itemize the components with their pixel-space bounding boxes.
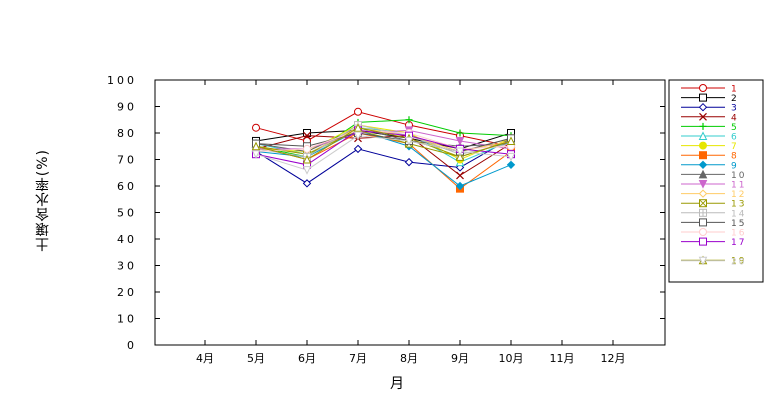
- y-tick-label: 10: [117, 313, 137, 326]
- legend-marker-12: [698, 189, 708, 198]
- legend-label-8: 8: [731, 152, 739, 162]
- legend-label-17: 17: [731, 238, 746, 248]
- y-tick-label: 30: [117, 260, 137, 273]
- legend-marker-13: [699, 199, 707, 208]
- point-series-19: [455, 152, 465, 161]
- y-axis-label-box: 土壌含水率(%): [26, 140, 60, 260]
- series-line-10: [255, 127, 512, 153]
- x-tick-label: 5月: [247, 352, 265, 365]
- y-tick-label: 40: [117, 233, 137, 246]
- point-series-20: [455, 147, 465, 157]
- point-series-3: [404, 157, 414, 167]
- legend-label-6: 6: [731, 133, 739, 143]
- legend-marker-16: [699, 228, 707, 236]
- x-tick-label: 7月: [349, 352, 367, 365]
- legend-label-14: 14: [731, 209, 746, 219]
- legend-marker-5: [699, 122, 707, 130]
- y-tick-label: 0: [127, 339, 137, 352]
- point-series-20: [404, 136, 414, 146]
- x-tick-label: 6月: [298, 352, 316, 365]
- y-tick-label: 50: [117, 207, 137, 220]
- legend-label-13: 13: [731, 200, 746, 210]
- legend-label-7: 7: [731, 142, 739, 152]
- y-tick-label: 90: [117, 101, 137, 114]
- legend-label-3: 3: [731, 104, 739, 114]
- point-series-11: [455, 136, 465, 146]
- legend-label-9: 9: [731, 161, 739, 171]
- legend-marker-7: [699, 141, 707, 150]
- point-series-3: [353, 144, 363, 154]
- legend-label-4: 4: [731, 113, 739, 123]
- legend-label-2: 2: [731, 94, 739, 104]
- point-series-16: [303, 144, 311, 153]
- legend-marker-1: [699, 84, 707, 92]
- point-series-5: [456, 129, 464, 137]
- legend-marker-6: [698, 131, 708, 140]
- legend-marker-11: [698, 180, 708, 189]
- legend-marker-2: [699, 93, 707, 102]
- point-series-2: [303, 129, 311, 137]
- y-tick-label: 20: [117, 286, 137, 299]
- legend-marker-9: [698, 160, 708, 170]
- point-series-3: [302, 179, 312, 188]
- legend-marker-8: [699, 151, 707, 160]
- point-series-19: [302, 154, 312, 164]
- point-series-9: [455, 181, 465, 191]
- x-tick-label: 12月: [601, 352, 626, 365]
- point-series-1: [354, 107, 362, 116]
- x-tick-label: 10月: [499, 352, 524, 365]
- legend-marker-4: [699, 112, 707, 121]
- point-series-19: [353, 123, 363, 132]
- legend-marker-10: [698, 169, 708, 179]
- x-tick-label: 11月: [550, 352, 575, 365]
- x-tick-label: 8月: [400, 352, 418, 365]
- y-tick-label: 80: [117, 127, 137, 140]
- series-line-3: [255, 137, 512, 184]
- legend-marker-3: [698, 102, 708, 112]
- series-line-19: [255, 127, 512, 161]
- point-series-19: [506, 136, 516, 145]
- point-series-20: [506, 152, 516, 162]
- legend-label-12: 12: [731, 190, 746, 200]
- legend-label-1: 1: [731, 85, 739, 95]
- y-tick-label: 100: [107, 74, 137, 87]
- series-line-1: [255, 111, 512, 147]
- series-line-16: [255, 129, 512, 153]
- y-tick-label: 60: [117, 180, 137, 193]
- x-tick-label: 4月: [196, 352, 214, 365]
- series-line-20: [255, 135, 512, 171]
- point-series-5: [405, 116, 413, 124]
- legend-label-10: 10: [731, 171, 746, 181]
- point-series-1: [252, 123, 260, 132]
- x-tick-label: 9月: [451, 352, 469, 365]
- x-axis-label: 月: [390, 376, 404, 392]
- legend-label-11: 11: [731, 181, 746, 191]
- legend-label-16: 16: [731, 229, 746, 239]
- legend-frame: [668, 79, 764, 283]
- legend-label-19: 19: [731, 257, 746, 267]
- point-series-4: [303, 131, 311, 140]
- legend-marker-17: [699, 237, 707, 246]
- series-line-7: [255, 124, 512, 161]
- legend-marker-14: [699, 208, 707, 217]
- point-series-9: [506, 160, 516, 170]
- y-tick-label: 70: [117, 154, 137, 167]
- legend-label-5: 5: [731, 123, 739, 133]
- legend-marker-15: [699, 218, 707, 227]
- legend-label-15: 15: [731, 219, 746, 229]
- legend-label-20: 20: [731, 257, 746, 267]
- plot-area: 0 10 20 30 40 50 60 70 80 90 100 4月 5月 6月 7月 8月 9月 10月 11月…: [107, 74, 666, 365]
- point-series-4: [456, 171, 464, 180]
- point-series-20: [251, 150, 261, 159]
- y-axis-label: 土壌含水率(%): [35, 148, 51, 252]
- point-series-20: [353, 131, 363, 141]
- point-series-20: [302, 166, 312, 175]
- legend-marker-20: [698, 256, 708, 266]
- point-series-19: [251, 141, 261, 151]
